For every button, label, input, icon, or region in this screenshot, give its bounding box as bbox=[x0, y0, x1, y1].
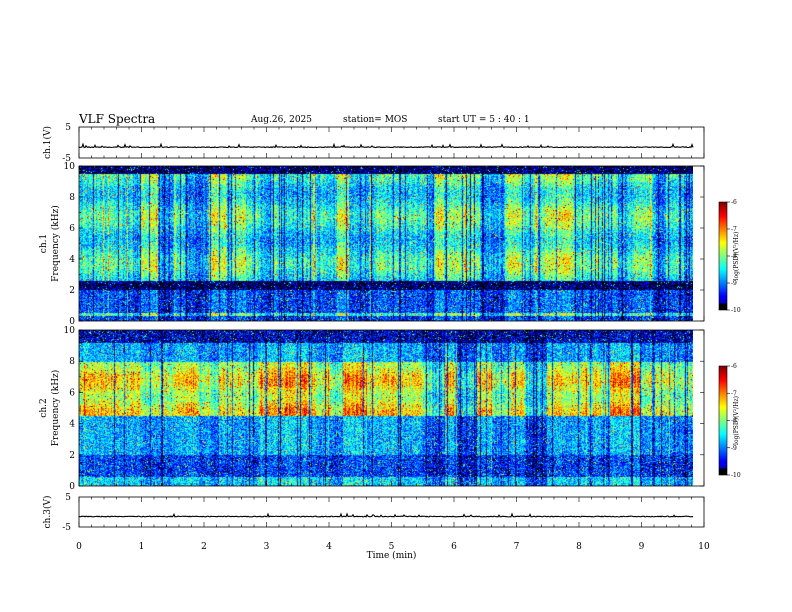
colorbar-tick-label: -6 bbox=[731, 199, 737, 206]
colorbar-tick-label: -9 bbox=[731, 280, 737, 287]
x-axis-label: Time (min) bbox=[367, 550, 417, 561]
y-tick-label: 0 bbox=[69, 317, 75, 327]
ch3-waveform-trace bbox=[78, 512, 694, 518]
ch1-spectrogram-ylabel-frequency: Frequency (kHz) bbox=[50, 205, 61, 282]
figure-title: VLF Spectra bbox=[79, 112, 156, 126]
x-tick-label: 0 bbox=[76, 542, 82, 552]
y-tick-label: 6 bbox=[69, 388, 75, 398]
ch1-waveform-trace bbox=[78, 142, 694, 149]
x-tick-label: 10 bbox=[698, 542, 710, 552]
y-tick-label: 6 bbox=[69, 224, 75, 234]
colorbar-label: log(PSD)(V²/Hz) bbox=[733, 396, 740, 445]
ch2-spectrogram-ylabel-frequency: Frequency (kHz) bbox=[50, 370, 61, 447]
x-tick-label: 1 bbox=[139, 542, 145, 552]
x-tick-label: 7 bbox=[514, 542, 520, 552]
x-tick-label: 6 bbox=[451, 542, 457, 552]
y-tick-label: 5 bbox=[65, 493, 71, 503]
station-label: station= MOS bbox=[343, 115, 408, 125]
y-tick-label: -5 bbox=[62, 154, 71, 164]
colorbar-tick-label: -8 bbox=[731, 418, 737, 425]
ch1-spectrogram-colorbar bbox=[719, 202, 727, 310]
x-tick-label: 5 bbox=[389, 542, 395, 552]
x-tick-label: 9 bbox=[639, 542, 645, 552]
date-label: Aug.26, 2025 bbox=[251, 115, 312, 125]
y-tick-label: 10 bbox=[64, 162, 76, 172]
y-tick-label: 10 bbox=[64, 326, 76, 336]
ch1-spectrogram-ylabel-channel: ch.1 bbox=[39, 234, 49, 253]
colorbar-tick-label: -6 bbox=[731, 363, 737, 370]
ch3-waveform-ylabel: ch.3(V) bbox=[42, 496, 53, 529]
y-tick-label: 4 bbox=[69, 420, 75, 430]
ch1-waveform-ylabel: ch.1(V) bbox=[42, 126, 53, 159]
ch2-spectrogram-ylabel-channel: ch.2 bbox=[39, 398, 49, 417]
x-tick-label: 3 bbox=[264, 542, 270, 552]
y-tick-label: 2 bbox=[69, 451, 75, 461]
colorbar-tick-label: -7 bbox=[731, 226, 737, 233]
colorbar-label: log(PSD)(V²/Hz) bbox=[733, 232, 740, 281]
y-tick-label: 8 bbox=[69, 357, 75, 367]
ch2-spectrogram-colorbar bbox=[719, 366, 727, 475]
y-tick-label: 0 bbox=[69, 482, 75, 492]
x-tick-label: 8 bbox=[576, 542, 582, 552]
colorbar-tick-label: -8 bbox=[731, 253, 737, 260]
y-tick-label: 4 bbox=[69, 255, 75, 265]
y-tick-label: 5 bbox=[65, 123, 71, 133]
colorbar-tick-label: -7 bbox=[731, 390, 737, 397]
y-tick-label: 2 bbox=[69, 286, 75, 296]
colorbar-tick-label: -10 bbox=[731, 307, 741, 314]
ch1-spectrogram-image bbox=[79, 166, 693, 321]
colorbar-tick-label: -9 bbox=[731, 445, 737, 452]
ch2-spectrogram-image bbox=[79, 330, 693, 486]
y-tick-label: -5 bbox=[62, 523, 71, 533]
x-tick-label: 4 bbox=[326, 542, 332, 552]
y-tick-label: 8 bbox=[69, 193, 75, 203]
x-tick-label: 2 bbox=[201, 542, 207, 552]
colorbar-tick-label: -10 bbox=[731, 472, 741, 479]
start-time-label: start UT = 5 : 40 : 1 bbox=[438, 115, 530, 125]
